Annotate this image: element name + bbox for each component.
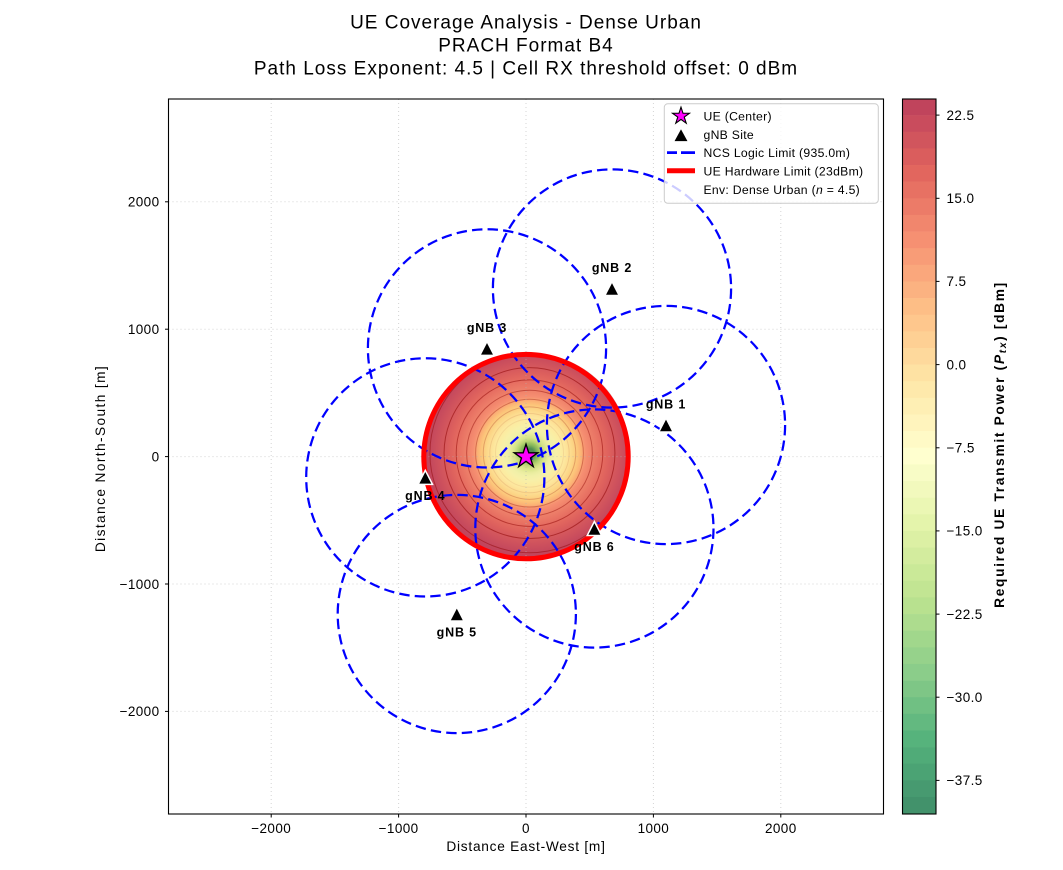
svg-text:gNB Site: gNB Site	[704, 128, 755, 142]
svg-text:Distance North-South [m]: Distance North-South [m]	[93, 365, 108, 552]
svg-text:−22.5: −22.5	[947, 607, 983, 622]
svg-text:0.0: 0.0	[947, 357, 967, 372]
svg-text:gNB 3: gNB 3	[467, 321, 507, 335]
svg-text:15.0: 15.0	[947, 191, 975, 206]
svg-text:2000: 2000	[765, 821, 797, 836]
svg-text:−30.0: −30.0	[947, 690, 983, 705]
svg-text:−37.5: −37.5	[947, 773, 983, 788]
svg-text:gNB 2: gNB 2	[592, 261, 632, 275]
svg-text:−7.5: −7.5	[947, 441, 975, 456]
svg-text:Env: Dense Urban (n = 4.5): Env: Dense Urban (n = 4.5)	[704, 183, 861, 197]
svg-text:Distance East-West [m]: Distance East-West [m]	[446, 839, 605, 854]
svg-text:Path Loss Exponent: 4.5 | Cell: Path Loss Exponent: 4.5 | Cell RX thresh…	[254, 59, 798, 80]
svg-text:PRACH Format B4: PRACH Format B4	[438, 36, 613, 57]
svg-text:0: 0	[522, 821, 530, 836]
svg-text:Required UE Transmit Power (Pt: Required UE Transmit Power (Ptx) [dBm]	[992, 281, 1009, 608]
svg-text:7.5: 7.5	[947, 274, 967, 289]
svg-text:−15.0: −15.0	[947, 524, 983, 539]
svg-text:UE Coverage Analysis - Dense U: UE Coverage Analysis - Dense Urban	[350, 13, 702, 34]
svg-text:UE Hardware Limit (23dBm): UE Hardware Limit (23dBm)	[704, 164, 864, 178]
svg-text:gNB 6: gNB 6	[574, 540, 614, 554]
svg-text:gNB 4: gNB 4	[405, 489, 445, 503]
svg-text:−2000: −2000	[251, 821, 291, 836]
svg-text:−1000: −1000	[120, 577, 160, 592]
svg-text:−1000: −1000	[379, 821, 419, 836]
svg-text:gNB 5: gNB 5	[437, 626, 477, 640]
svg-text:UE (Center): UE (Center)	[704, 110, 772, 124]
svg-text:1000: 1000	[638, 821, 670, 836]
svg-text:NCS Logic Limit (935.0m): NCS Logic Limit (935.0m)	[704, 146, 851, 160]
svg-text:1000: 1000	[128, 322, 160, 337]
svg-text:22.5: 22.5	[947, 108, 975, 123]
svg-text:0: 0	[152, 449, 160, 464]
svg-text:2000: 2000	[128, 195, 160, 210]
svg-text:−2000: −2000	[120, 704, 160, 719]
svg-text:gNB 1: gNB 1	[646, 398, 686, 412]
